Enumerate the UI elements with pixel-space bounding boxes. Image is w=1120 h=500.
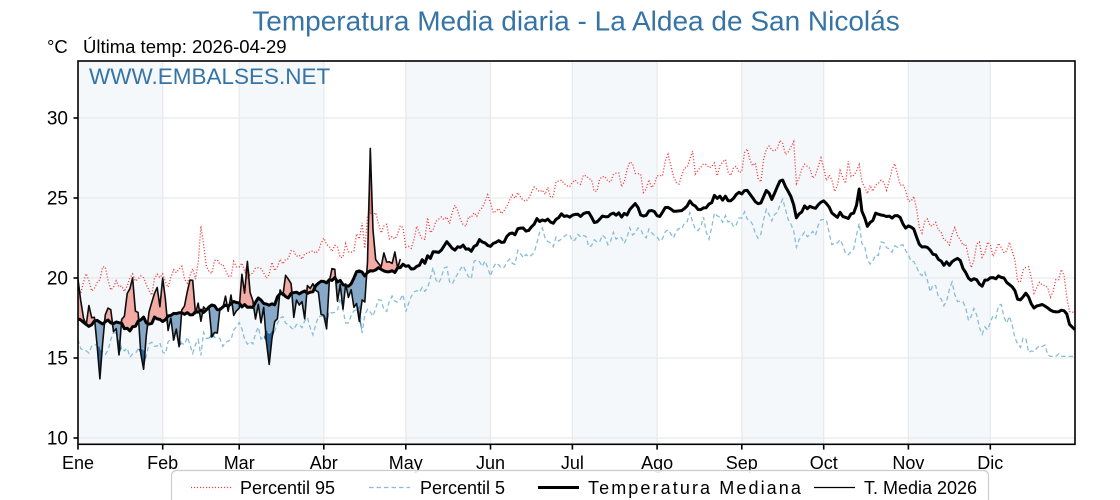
svg-text:Nov: Nov — [892, 453, 924, 473]
svg-text:Feb: Feb — [147, 453, 178, 473]
svg-text:May: May — [389, 453, 423, 473]
svg-text:Ago: Ago — [641, 453, 673, 473]
svg-text:Percentil 95: Percentil 95 — [240, 478, 335, 498]
svg-text:Temperatura Mediana: Temperatura Mediana — [588, 478, 803, 498]
svg-text:Última temp: 2026-04-29: Última temp: 2026-04-29 — [83, 36, 287, 57]
svg-text:Abr: Abr — [310, 453, 338, 473]
svg-text:T. Media 2026: T. Media 2026 — [864, 478, 977, 498]
svg-text:Percentil 5: Percentil 5 — [420, 478, 505, 498]
svg-text:Dic: Dic — [977, 453, 1003, 473]
svg-text:Temperatura Media diaria - La: Temperatura Media diaria - La Aldea de S… — [252, 6, 899, 37]
svg-text:15: 15 — [47, 349, 68, 370]
svg-text:20: 20 — [47, 269, 68, 290]
svg-text:Ene: Ene — [62, 453, 94, 473]
svg-text:30: 30 — [47, 109, 68, 130]
svg-text:°C: °C — [47, 36, 68, 57]
svg-text:Jul: Jul — [561, 453, 584, 473]
svg-text:WWW.EMBALSES.NET: WWW.EMBALSES.NET — [89, 64, 331, 89]
svg-text:Mar: Mar — [224, 453, 255, 473]
svg-text:Oct: Oct — [810, 453, 838, 473]
svg-text:Jun: Jun — [476, 453, 505, 473]
svg-text:Sep: Sep — [726, 453, 758, 473]
svg-text:25: 25 — [47, 189, 68, 210]
svg-text:10: 10 — [47, 429, 68, 450]
